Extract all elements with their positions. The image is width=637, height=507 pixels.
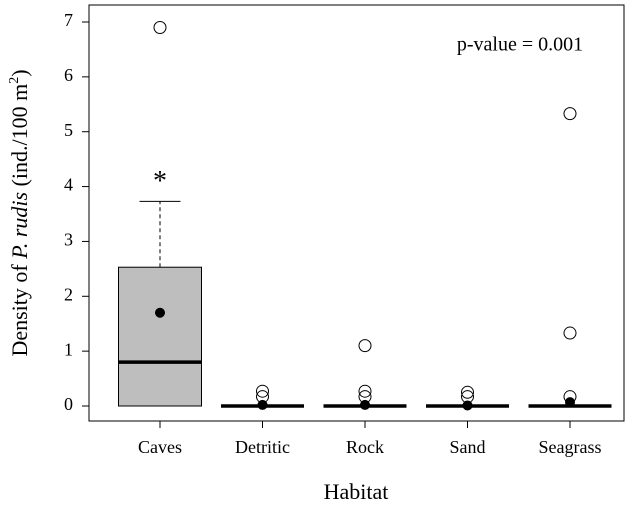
y-label-part: P. rudis [7, 192, 32, 260]
y-tick-label: 7 [64, 10, 73, 30]
box [118, 266, 202, 407]
y-tick-label: 1 [64, 339, 73, 359]
mean [257, 399, 268, 410]
y-label-part: Density of [7, 259, 32, 357]
x-tick-label: Seagrass [539, 437, 602, 457]
y-label-part: 2 [7, 77, 22, 84]
outlier [563, 107, 577, 121]
y-tick-label: 3 [64, 230, 73, 250]
annotation: p-value = 0.001 [457, 34, 583, 56]
y-tick-label: 0 [64, 394, 73, 414]
x-tick-label: Rock [346, 437, 384, 457]
significance-marker: * [153, 166, 167, 197]
outlier [256, 384, 269, 398]
mean [565, 397, 575, 408]
outlier [461, 385, 474, 399]
y-tick-label: 4 [64, 175, 73, 195]
y-tick-label: 5 [64, 120, 73, 140]
outlier [563, 326, 577, 340]
y-label-part: (ind./100 m [7, 84, 32, 192]
mean [462, 400, 473, 411]
y-tick-label: 6 [64, 65, 73, 85]
outlier [153, 20, 167, 34]
plot-frame [88, 4, 625, 422]
x-tick-label: Caves [138, 437, 182, 457]
mean [360, 399, 370, 410]
y-axis-label: Density of P. rudis (ind./100 m2) [7, 69, 32, 356]
outlier [358, 384, 372, 398]
x-axis-label: Habitat [324, 479, 389, 504]
y-label-part: ) [7, 69, 32, 76]
mean [155, 307, 165, 318]
outlier [358, 339, 372, 353]
x-tick-label: Sand [450, 437, 486, 457]
x-tick-label: Detritic [235, 437, 290, 457]
y-tick-label: 2 [64, 284, 73, 304]
